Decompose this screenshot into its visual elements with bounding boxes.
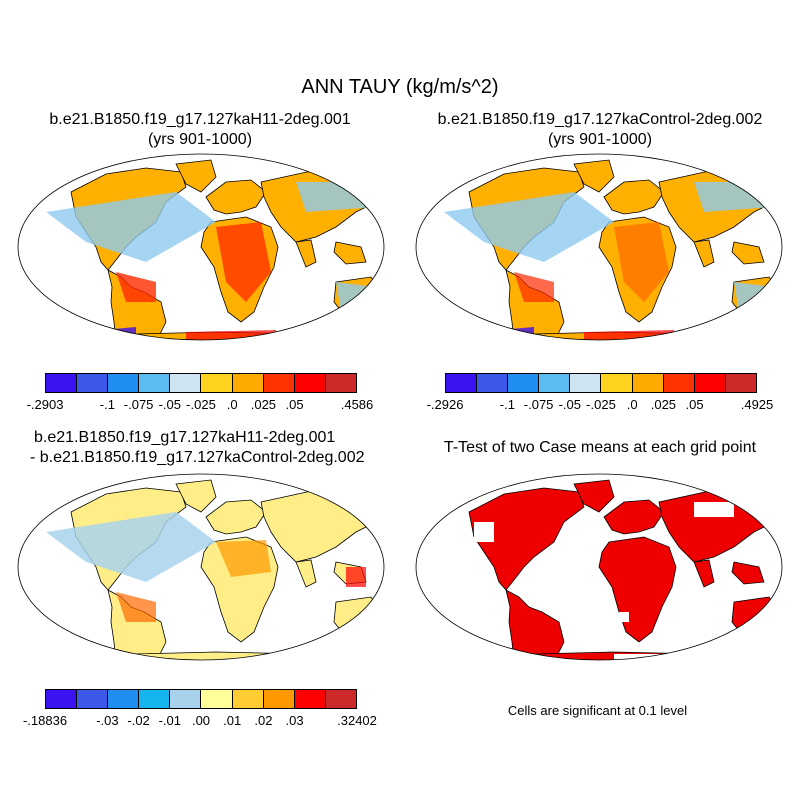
panel-2-title-line2: (yrs 901-1000) (547, 131, 653, 148)
colorbar-3-swatch (325, 690, 356, 708)
significance-note: Cells are significant at 0.1 level (507, 703, 688, 718)
colorbar-2-swatch (694, 374, 726, 392)
colorbar-2-label: -.075 (523, 397, 554, 412)
colorbar-1-swatch (46, 374, 78, 392)
colorbar-3-label: .01 (223, 713, 242, 728)
colorbar-1-label: -.075 (123, 397, 154, 412)
colorbar-2-swatch (446, 374, 478, 392)
map-panel-3 (17, 473, 385, 661)
colorbar-3-swatch (46, 690, 78, 708)
colorbar-3-label: .03 (285, 713, 304, 728)
colorbar-3-label: -.02 (127, 713, 150, 728)
colorbar-1-label: .0 (226, 397, 238, 412)
colorbar-2-swatch (570, 374, 602, 392)
colorbar-3-labels: -.18836 -.03 -.02 -.01 .00 .01 .02 .03 .32402 (23, 713, 377, 729)
colorbar-2-swatch (508, 374, 540, 392)
colorbar-1-swatch (294, 374, 326, 392)
panel-4-title: T-Test of two Case means at each grid po… (443, 439, 757, 456)
colorbar-1-swatch (170, 374, 202, 392)
colorbar-2-label: .0 (626, 397, 638, 412)
map-panel-4 (415, 473, 783, 661)
colorbar-3-swatch (263, 690, 295, 708)
colorbar-2-label: .025 (650, 397, 677, 412)
colorbar-1-label: .4586 (340, 397, 374, 412)
colorbar-1-swatch (263, 374, 295, 392)
colorbar-2-swatch (663, 374, 695, 392)
colorbar-1-swatch (139, 374, 171, 392)
colorbar-2-swatch (725, 374, 756, 392)
colorbar-3-label: -.18836 (22, 713, 68, 728)
colorbar-3-label: .00 (191, 713, 211, 728)
colorbar-1-swatch (232, 374, 264, 392)
colorbar-3-swatch (232, 690, 264, 708)
colorbar-1-swatch (108, 374, 140, 392)
map-panel-2 (415, 153, 783, 341)
panel-2-title: b.e21.B1850.f19_g17.127kaControl-2deg.00… (400, 110, 800, 150)
colorbar-3-swatch (170, 690, 202, 708)
colorbar-1-label: -.05 (158, 397, 181, 412)
colorbar-2-label: .4925 (740, 397, 774, 412)
colorbar-2-label: -.05 (558, 397, 581, 412)
colorbar-3-swatch (201, 690, 233, 708)
panel-1-title: b.e21.B1850.f19_g17.127kaH11-2deg.001 (y… (0, 110, 400, 150)
colorbar-3-swatch (108, 690, 140, 708)
panel-3-title: b.e21.B1850.f19_g17.127kaH11-2deg.001 - … (30, 428, 400, 468)
colorbar-1-label: -.2903 (26, 397, 64, 412)
colorbar-2-swatch (477, 374, 509, 392)
colorbar-3-label: -.01 (158, 713, 181, 728)
colorbar-1-label: .025 (250, 397, 277, 412)
colorbar-3-label: -.03 (96, 713, 119, 728)
colorbar-1-labels: -.2903 -.1 -.075 -.05 -.025 .0 .025 .05 .4586 (27, 397, 374, 413)
colorbar-3 (45, 689, 357, 709)
panel-1-title-line2: (yrs 901-1000) (147, 131, 253, 148)
colorbar-1-swatch (325, 374, 356, 392)
colorbar-3-swatch (294, 690, 326, 708)
figure-title: ANN TAUY (kg/m/s^2) (301, 76, 499, 98)
panel-3-title-line2: - b.e21.B1850.f19_g17.127kaControl-2deg.… (30, 449, 365, 466)
colorbar-3-label: .02 (254, 713, 273, 728)
colorbar-2-label: -.1 (499, 397, 515, 412)
panel-2-title-line1: b.e21.B1850.f19_g17.127kaControl-2deg.00… (437, 111, 763, 128)
colorbar-3-swatch (77, 690, 109, 708)
colorbar-1-label: -.1 (99, 397, 115, 412)
colorbar-1-swatch (77, 374, 109, 392)
colorbar-3-swatch (139, 690, 171, 708)
colorbar-2 (445, 373, 757, 393)
map-panel-1 (17, 153, 385, 341)
panel-3-title-line1: b.e21.B1850.f19_g17.127kaH11-2deg.001 (34, 429, 336, 446)
colorbar-2-label: -.025 (586, 397, 616, 412)
colorbar-2-labels: -.2926 -.1 -.075 -.05 -.025 .0 .025 .05 .4925 (427, 397, 774, 413)
colorbar-2-label: .05 (685, 397, 704, 412)
colorbar-1-swatch (201, 374, 233, 392)
colorbar-1-label: .05 (285, 397, 304, 412)
colorbar-2-swatch (539, 374, 571, 392)
colorbar-3-label: .32402 (337, 713, 377, 728)
colorbar-2-swatch (601, 374, 633, 392)
colorbar-1 (45, 373, 357, 393)
colorbar-2-label: -.2926 (426, 397, 464, 412)
colorbar-1-label: -.025 (186, 397, 216, 412)
panel-1-title-line1: b.e21.B1850.f19_g17.127kaH11-2deg.001 (49, 111, 351, 128)
colorbar-2-swatch (632, 374, 664, 392)
